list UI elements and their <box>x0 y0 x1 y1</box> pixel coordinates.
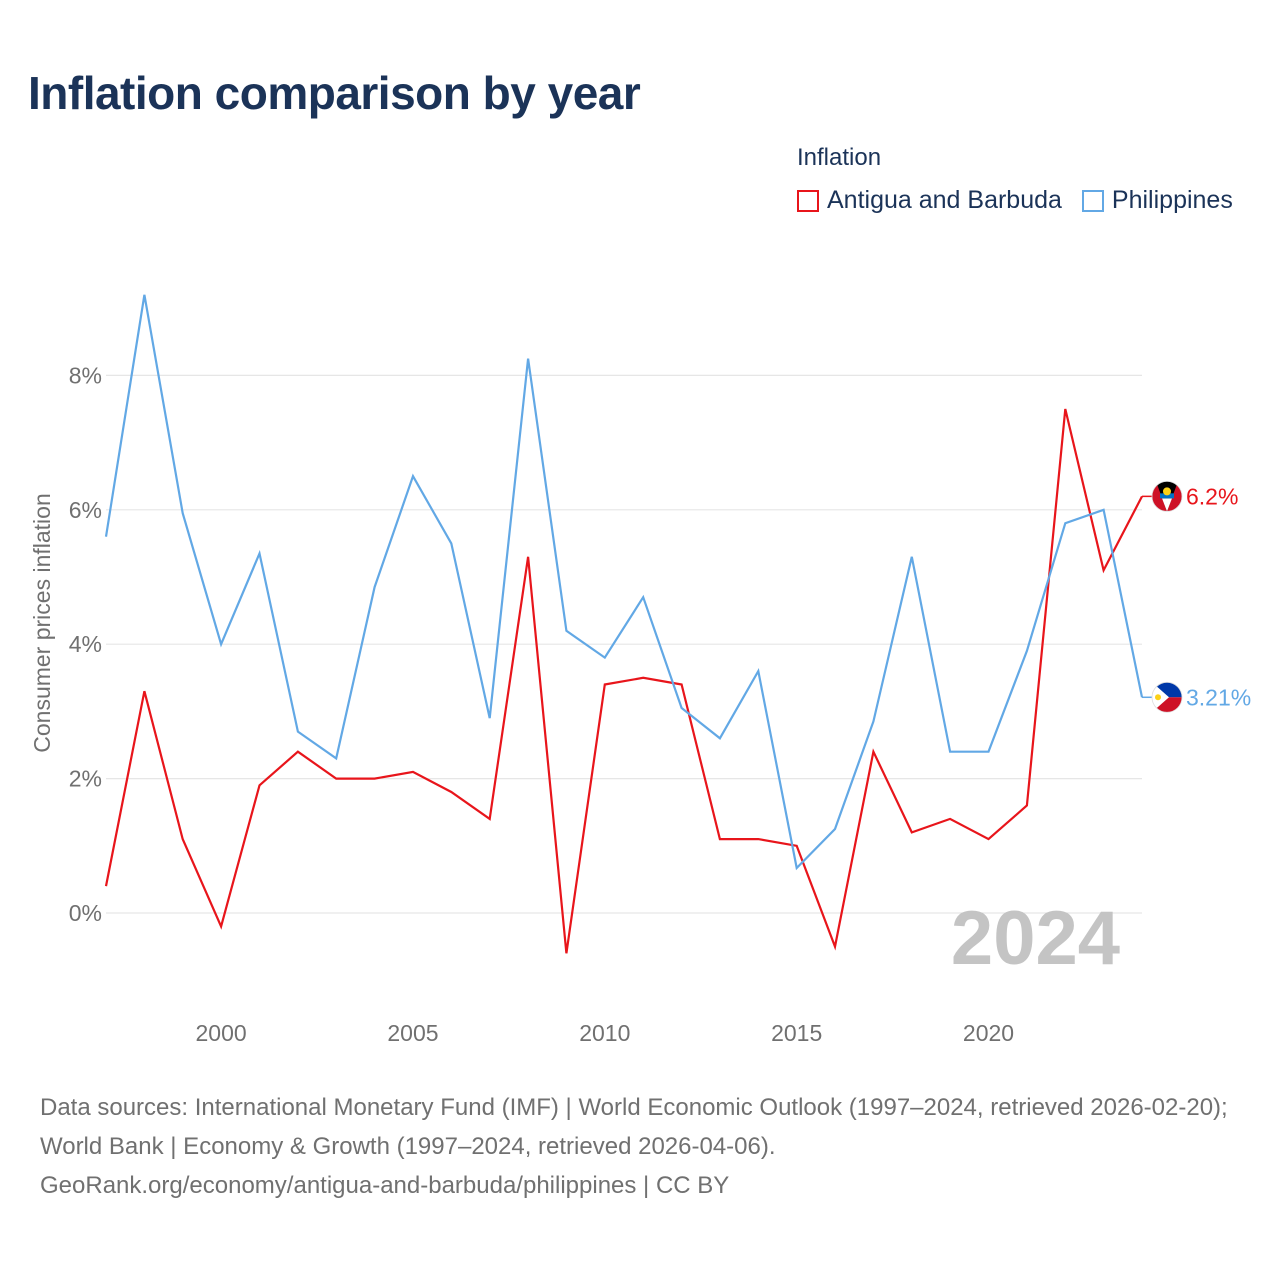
y-tick-label: 2% <box>69 766 102 792</box>
series-lines <box>104 294 1144 954</box>
philippines-flag-icon <box>1151 681 1183 713</box>
x-tick-label: 2010 <box>579 1020 630 1046</box>
y-tick-label: 8% <box>69 362 102 388</box>
x-tick-label: 2000 <box>196 1020 247 1046</box>
grid-lines <box>106 374 1142 914</box>
legend-swatch-antigua <box>797 189 819 212</box>
legend-item-philippines[interactable]: Philippines <box>1081 186 1233 215</box>
end-value-label: 6.2% <box>1186 483 1238 509</box>
legend-item-antigua[interactable]: Antigua and Barbuda <box>797 186 1062 215</box>
end-value-label: 3.21% <box>1186 684 1251 710</box>
footer-sources: Data sources: International Monetary Fun… <box>40 1094 1228 1160</box>
antigua-and-barbuda-flag-icon <box>1151 480 1183 512</box>
x-tick-label: 2005 <box>387 1020 438 1046</box>
line-chart: 0% 2% 4% 6% 8% 2000 2005 2010 2015 2020 2024 Con… <box>29 294 1251 1046</box>
x-axis-ticks: 2000 2005 2010 2015 2020 <box>196 1020 1015 1046</box>
x-tick-label: 2015 <box>771 1020 822 1046</box>
y-axis-label: Consumer prices inflation <box>29 493 55 753</box>
y-tick-label: 0% <box>69 900 102 926</box>
legend-label-antigua: Antigua and Barbuda <box>827 186 1062 214</box>
footer: Data sources: International Monetary Fun… <box>40 1088 1250 1205</box>
y-tick-label: 6% <box>69 497 102 523</box>
series-line-antigua[interactable] <box>104 408 1143 954</box>
year-watermark: 2024 <box>951 896 1120 981</box>
legend-label-philippines: Philippines <box>1111 186 1233 214</box>
end-labels: 6.2% 3.21% <box>1142 480 1251 713</box>
footer-link[interactable]: GeoRank.org/economy/antigua-and-barbuda/… <box>40 1172 730 1199</box>
legend: Antigua and Barbuda Philippines <box>797 186 1233 215</box>
chart-title: Inflation comparison by year <box>28 67 641 119</box>
series-line-philippines[interactable] <box>104 294 1144 871</box>
legend-title: Inflation <box>797 144 882 171</box>
legend-swatch-philippines <box>1081 189 1104 212</box>
x-tick-label: 2020 <box>963 1020 1014 1046</box>
y-axis-ticks: 0% 2% 4% 6% 8% <box>69 362 102 926</box>
y-tick-label: 4% <box>69 631 102 657</box>
